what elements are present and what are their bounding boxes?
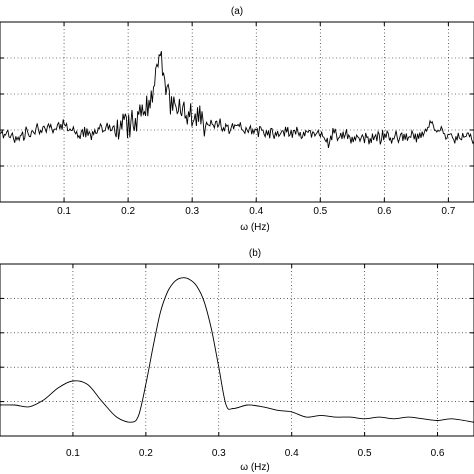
- panel-b: (b) 0.1 0.2 0.3 0.4 0.5 0.6 ω (Hz): [0, 248, 474, 473]
- panel-a: (a) 0.1 0.2 0.3 0.4 0.5 0.6 0.7 ω (Hz): [0, 6, 474, 233]
- panel-a-title: (a): [231, 6, 243, 17]
- panel-b-ticks: [0, 264, 474, 436]
- x-tick-label: 0.5: [313, 206, 327, 217]
- panel-a-grid: [0, 22, 474, 202]
- x-tick-label: 0.2: [139, 448, 153, 459]
- x-tick-label: 0.1: [66, 448, 80, 459]
- panel-b-x-axis-label: ω (Hz): [240, 462, 269, 473]
- x-tick-label: 0.6: [431, 448, 445, 459]
- x-tick-label: 0.3: [212, 448, 226, 459]
- x-tick-label: 0.2: [121, 206, 135, 217]
- x-tick-label: 0.4: [285, 448, 299, 459]
- panel-a-ticks: [0, 22, 474, 202]
- x-tick-label: 0.7: [441, 206, 455, 217]
- panel-a-x-axis-label: ω (Hz): [240, 222, 269, 233]
- x-tick-label: 0.6: [377, 206, 391, 217]
- panel-a-series-line: [0, 50, 474, 148]
- panel-b-series-line: [0, 277, 474, 423]
- x-tick-label: 0.4: [249, 206, 263, 217]
- panel-b-tick-labels: 0.1 0.2 0.3 0.4 0.5 0.6: [66, 448, 445, 459]
- panel-b-grid: [0, 264, 474, 436]
- x-tick-label: 0.1: [57, 206, 71, 217]
- panel-b-title: (b): [249, 248, 261, 259]
- panel-a-frame: [0, 21, 474, 203]
- x-tick-label: 0.5: [358, 448, 372, 459]
- panel-b-frame: [0, 263, 474, 437]
- x-tick-label: 0.3: [185, 206, 199, 217]
- panel-a-tick-labels: 0.1 0.2 0.3 0.4 0.5 0.6 0.7: [57, 206, 456, 217]
